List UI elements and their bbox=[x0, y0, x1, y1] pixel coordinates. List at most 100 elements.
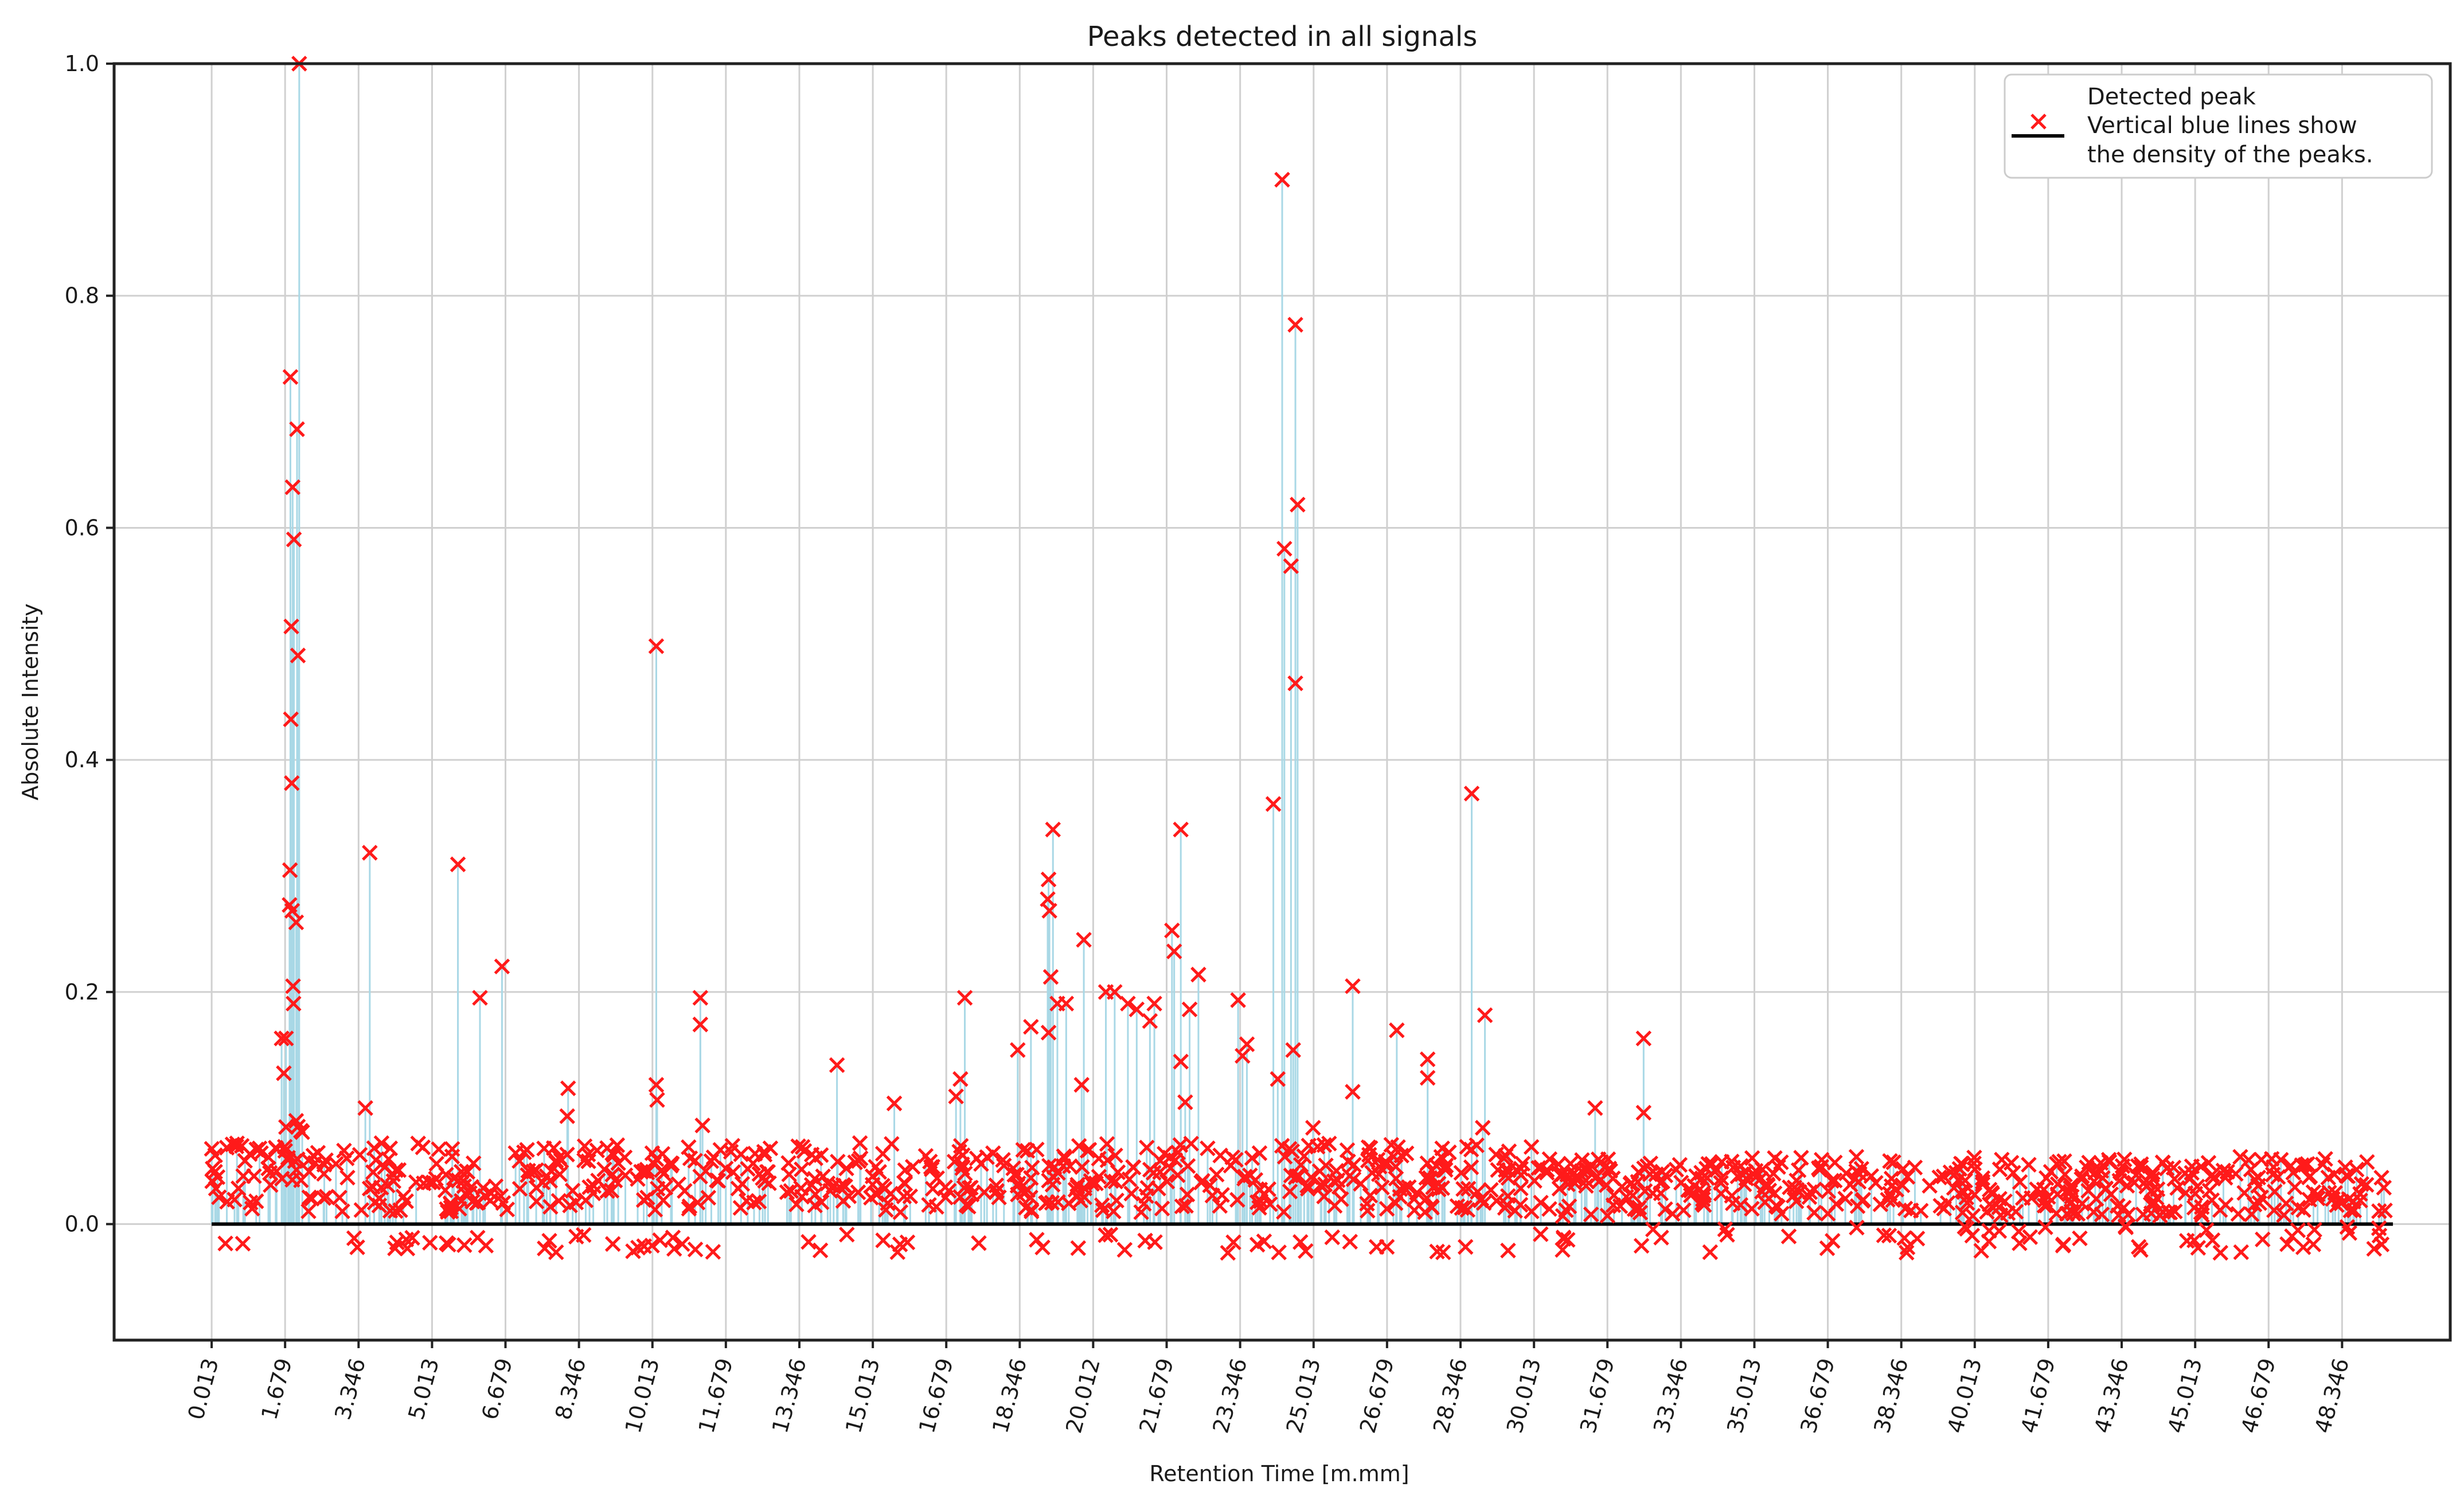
peak-marker bbox=[647, 1201, 663, 1218]
peak-marker bbox=[1235, 1048, 1251, 1064]
peak-marker bbox=[1133, 1204, 1149, 1220]
peak-marker bbox=[282, 369, 299, 385]
x-tick-label: 38.346 bbox=[1869, 1356, 1913, 1436]
peak-marker bbox=[794, 1161, 810, 1177]
peak-marker bbox=[1556, 1231, 1572, 1247]
peak-marker bbox=[1296, 1148, 1313, 1165]
peak-marker bbox=[278, 1030, 294, 1047]
peak-marker bbox=[499, 1201, 516, 1217]
peak-marker bbox=[2373, 1236, 2390, 1252]
peak-marker bbox=[2022, 1229, 2039, 1246]
peak-marker bbox=[991, 1189, 1007, 1205]
peak-marker bbox=[1719, 1227, 1735, 1243]
chart-title: Peaks detected in all signals bbox=[1087, 21, 1477, 53]
peak-marker bbox=[1848, 1149, 1865, 1165]
peak-marker bbox=[779, 1184, 795, 1200]
peak-marker bbox=[803, 1177, 820, 1193]
peak-marker bbox=[794, 1139, 811, 1155]
peak-marker bbox=[339, 1169, 356, 1186]
peak-marker bbox=[694, 1117, 710, 1134]
peak-marker bbox=[1345, 978, 1361, 994]
peak-marker bbox=[545, 1140, 562, 1156]
peak-marker bbox=[1162, 1160, 1179, 1176]
peak-marker bbox=[1377, 1157, 1393, 1173]
peak-marker bbox=[2294, 1157, 2310, 1173]
peak-marker bbox=[381, 1151, 397, 1168]
peak-marker bbox=[1073, 1077, 1090, 1093]
peak-marker bbox=[1599, 1208, 1616, 1224]
peak-marker bbox=[1271, 1244, 1287, 1260]
peak-marker bbox=[274, 1030, 290, 1047]
peak-marker bbox=[829, 1057, 845, 1073]
peak-marker bbox=[1885, 1192, 1901, 1208]
peak-marker bbox=[835, 1193, 852, 1209]
peak-marker bbox=[687, 1153, 703, 1169]
peak-marker bbox=[365, 1179, 381, 1195]
peak-marker bbox=[1903, 1203, 1919, 1219]
peak-marker bbox=[1653, 1229, 1669, 1246]
peak-marker bbox=[1437, 1162, 1454, 1178]
peak-marker bbox=[286, 531, 302, 548]
peak-marker bbox=[284, 903, 300, 919]
peak-marker bbox=[1164, 922, 1180, 939]
peak-marker bbox=[1183, 1135, 1200, 1152]
peak-marker bbox=[892, 1204, 909, 1220]
peak-marker bbox=[274, 1170, 290, 1187]
peak-marker bbox=[211, 1189, 227, 1205]
x-tick-label: 18.346 bbox=[987, 1356, 1032, 1436]
peak-marker bbox=[362, 845, 378, 861]
peak-marker bbox=[1142, 1161, 1158, 1178]
peak-marker bbox=[1388, 1170, 1404, 1187]
peak-marker bbox=[956, 1180, 973, 1196]
peak-marker bbox=[609, 1137, 626, 1153]
peak-marker bbox=[310, 1145, 326, 1161]
peak-marker bbox=[1635, 1104, 1652, 1121]
peak-marker bbox=[1959, 1195, 1975, 1211]
peak-marker bbox=[542, 1198, 559, 1215]
peak-marker bbox=[1885, 1154, 1901, 1170]
peak-marker bbox=[1146, 995, 1162, 1012]
peak-marker bbox=[1042, 969, 1059, 985]
peak-marker bbox=[288, 1162, 304, 1178]
peak-marker bbox=[1454, 1200, 1470, 1216]
peak-marker bbox=[1953, 1155, 1969, 1172]
peak-marker bbox=[438, 1166, 454, 1183]
peak-marker bbox=[282, 862, 298, 879]
peak-marker bbox=[283, 618, 299, 635]
peak-marker bbox=[1456, 1199, 1473, 1216]
peak-marker bbox=[1345, 1084, 1361, 1100]
peak-marker bbox=[352, 1147, 368, 1163]
peak-marker bbox=[1305, 1119, 1321, 1136]
peak-marker bbox=[1340, 1153, 1356, 1170]
peak-marker bbox=[1682, 1187, 1699, 1204]
peak-marker bbox=[219, 1193, 235, 1210]
peak-marker bbox=[1790, 1162, 1807, 1178]
peak-marker bbox=[1379, 1239, 1395, 1255]
peak-marker bbox=[2338, 1168, 2354, 1184]
peak-marker bbox=[1362, 1188, 1379, 1204]
x-tick-label: 48.346 bbox=[2310, 1356, 2354, 1436]
peak-marker bbox=[874, 1146, 891, 1162]
peak-marker bbox=[1823, 1173, 1840, 1189]
peak-marker bbox=[1441, 1144, 1457, 1161]
peak-marker bbox=[648, 1077, 665, 1093]
peak-marker bbox=[1107, 1173, 1124, 1190]
peak-marker bbox=[2204, 1166, 2220, 1183]
peak-marker bbox=[869, 1186, 885, 1203]
peak-marker bbox=[263, 1177, 279, 1193]
peak-marker bbox=[1010, 1042, 1026, 1058]
peak-marker bbox=[1379, 1201, 1395, 1217]
peak-marker bbox=[2301, 1169, 2317, 1186]
peak-marker bbox=[2371, 1203, 2387, 1219]
peak-marker bbox=[205, 1161, 221, 1177]
peak-marker bbox=[1455, 1181, 1471, 1197]
peak-marker bbox=[2205, 1170, 2221, 1187]
peak-marker bbox=[2193, 1204, 2209, 1221]
x-tick-label: 1.679 bbox=[256, 1356, 297, 1422]
peak-marker bbox=[1102, 1227, 1119, 1243]
peak-marker bbox=[1256, 1233, 1272, 1250]
peak-marker bbox=[1583, 1206, 1599, 1223]
peak-marker bbox=[780, 1155, 796, 1171]
peak-marker bbox=[1083, 1173, 1099, 1189]
